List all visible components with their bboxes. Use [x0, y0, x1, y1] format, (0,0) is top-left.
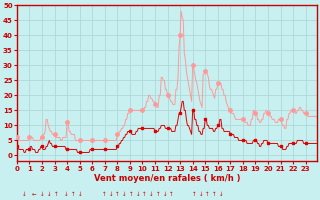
- X-axis label: Vent moyen/en rafales ( km/h ): Vent moyen/en rafales ( km/h ): [94, 174, 240, 183]
- Text: $\downarrow$  $\leftarrow$ $\downarrow\downarrow\uparrow$  $\downarrow\uparrow\d: $\downarrow$ $\leftarrow$ $\downarrow\do…: [20, 190, 224, 198]
